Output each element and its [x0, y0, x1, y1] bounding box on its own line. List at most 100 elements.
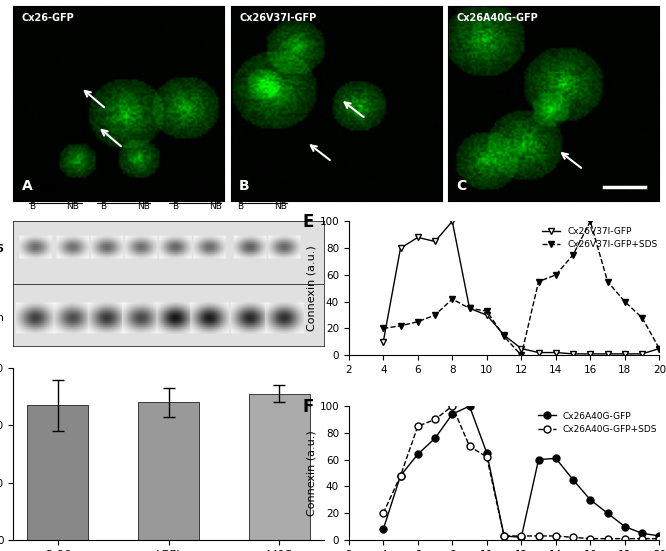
Cx26V37I-GFP [621, 350, 629, 357]
Cx26V37I-GFP+SDS [638, 315, 646, 321]
Bar [249, 394, 310, 540]
Text: Cx26: Cx26 [41, 184, 66, 194]
Cx26A40G-GFP+SDS [569, 534, 577, 541]
Cx26A40G-GFP+SDS [414, 423, 422, 429]
Text: F: F [302, 398, 314, 416]
Cx26V37I-GFP [603, 350, 611, 357]
Cx26A40G-GFP+SDS [655, 536, 663, 542]
Cx26V37I-GFP+SDS [414, 318, 422, 325]
Cx26A40G-GFP+SDS [483, 453, 491, 460]
Cx26V37I-GFP+SDS [448, 296, 456, 302]
Cx26A40G-GFP+SDS [379, 510, 387, 516]
Cx26A40G-GFP [500, 533, 508, 539]
Cx26V37I-GFP+SDS [586, 218, 594, 225]
Cx26V37I-GFP+SDS [552, 272, 560, 278]
Cx26V37I-GFP [535, 349, 543, 356]
Cx26A40G-GFP [603, 510, 611, 516]
Cx26A40G-GFP+SDS [621, 536, 629, 542]
Text: Un: Un [258, 184, 272, 194]
Text: NB: NB [274, 202, 287, 212]
Cx26V37I-GFP [379, 338, 387, 345]
Cx26A40G-GFP+SDS [500, 533, 508, 539]
Cx26V37I-GFP [448, 218, 456, 225]
Cx26V37I-GFP+SDS [431, 312, 439, 318]
Cx26V37I-GFP+SDS [466, 305, 474, 312]
Cx26A40G-GFP [448, 411, 456, 418]
Text: V37I: V37I [114, 184, 136, 194]
Cx26V37I-GFP [569, 350, 577, 357]
Cx26V37I-GFP+SDS [655, 345, 663, 352]
Cx26V37I-GFP [638, 350, 646, 357]
Cx26A40G-GFP+SDS [535, 533, 543, 539]
Text: E: E [302, 213, 314, 231]
Cx26V37I-GFP [396, 245, 404, 251]
Text: NB: NB [208, 202, 222, 212]
Line: Cx26V37I-GFP+SDS: Cx26V37I-GFP+SDS [380, 218, 663, 359]
Cx26A40G-GFP [638, 530, 646, 537]
Y-axis label: Connexin (a.u.): Connexin (a.u.) [306, 430, 316, 516]
Legend: Cx26V37I-GFP, Cx26V37I-GFP+SDS: Cx26V37I-GFP, Cx26V37I-GFP+SDS [538, 223, 661, 253]
Cx26V37I-GFP [500, 332, 508, 338]
Cx26A40G-GFP [379, 526, 387, 533]
Line: Cx26V37I-GFP: Cx26V37I-GFP [380, 218, 663, 358]
Text: NB: NB [137, 202, 151, 212]
Cx26A40G-GFP+SDS [517, 533, 525, 539]
Text: C: C [457, 179, 467, 193]
Cx26A40G-GFP+SDS [586, 536, 594, 542]
Cx26V37I-GFP+SDS [379, 325, 387, 332]
Text: B: B [29, 202, 35, 212]
Cx26A40G-GFP+SDS [431, 416, 439, 423]
Cx26V37I-GFP [483, 312, 491, 318]
Y-axis label: Connexin (a.u.): Connexin (a.u.) [306, 245, 316, 331]
Cx26A40G-GFP [569, 477, 577, 483]
Cx26V37I-GFP+SDS [483, 308, 491, 315]
Cx26V37I-GFP+SDS [500, 333, 508, 340]
Text: Cx26-GFP: Cx26-GFP [22, 13, 75, 23]
Cx26A40G-GFP [466, 403, 474, 409]
Bar [138, 402, 199, 540]
Text: β-tubulin: β-tubulin [0, 314, 4, 323]
Cx26A40G-GFP [414, 451, 422, 457]
Cx26V37I-GFP [466, 305, 474, 312]
Cx26V37I-GFP+SDS [569, 251, 577, 258]
Cx26V37I-GFP+SDS [396, 322, 404, 329]
Cx26A40G-GFP [431, 435, 439, 441]
Cx26A40G-GFP [552, 455, 560, 462]
Line: Cx26A40G-GFP: Cx26A40G-GFP [380, 403, 663, 541]
Cx26A40G-GFP [535, 456, 543, 463]
Text: B: B [101, 202, 107, 212]
Legend: Cx26A40G-GFP, Cx26A40G-GFP+SDS: Cx26A40G-GFP, Cx26A40G-GFP+SDS [534, 408, 661, 437]
Cx26V37I-GFP [517, 345, 525, 352]
Cx26V37I-GFP [552, 349, 560, 356]
Cx26V37I-GFP [431, 238, 439, 245]
Text: A: A [22, 179, 33, 193]
Text: B: B [239, 179, 250, 193]
Cx26V37I-GFP+SDS [535, 278, 543, 285]
Cx26A40G-GFP [396, 472, 404, 479]
Text: NB: NB [66, 202, 79, 212]
Cx26A40G-GFP+SDS [396, 472, 404, 479]
Cx26V37I-GFP [586, 350, 594, 357]
Text: Cx26V37I-GFP: Cx26V37I-GFP [239, 13, 316, 23]
Cx26A40G-GFP+SDS [603, 536, 611, 542]
Cx26A40G-GFP [586, 496, 594, 503]
Text: A40G: A40G [183, 184, 210, 194]
Bar [27, 406, 89, 540]
Text: B: B [172, 202, 178, 212]
Cx26A40G-GFP [517, 534, 525, 541]
Cx26A40G-GFP+SDS [448, 403, 456, 409]
Cx26A40G-GFP [483, 450, 491, 456]
Cx26A40G-GFP [655, 533, 663, 539]
Cx26V37I-GFP+SDS [621, 299, 629, 305]
Cx26A40G-GFP+SDS [552, 533, 560, 539]
Text: Cx26: Cx26 [0, 244, 4, 254]
Cx26V37I-GFP [655, 345, 663, 352]
Cx26V37I-GFP+SDS [603, 278, 611, 285]
Text: B: B [237, 202, 243, 212]
Cx26V37I-GFP+SDS [517, 352, 525, 359]
Cx26A40G-GFP+SDS [466, 443, 474, 450]
Cx26A40G-GFP+SDS [638, 536, 646, 542]
Cx26V37I-GFP [414, 234, 422, 241]
Cx26A40G-GFP [621, 523, 629, 530]
Text: Cx26A40G-GFP: Cx26A40G-GFP [457, 13, 538, 23]
